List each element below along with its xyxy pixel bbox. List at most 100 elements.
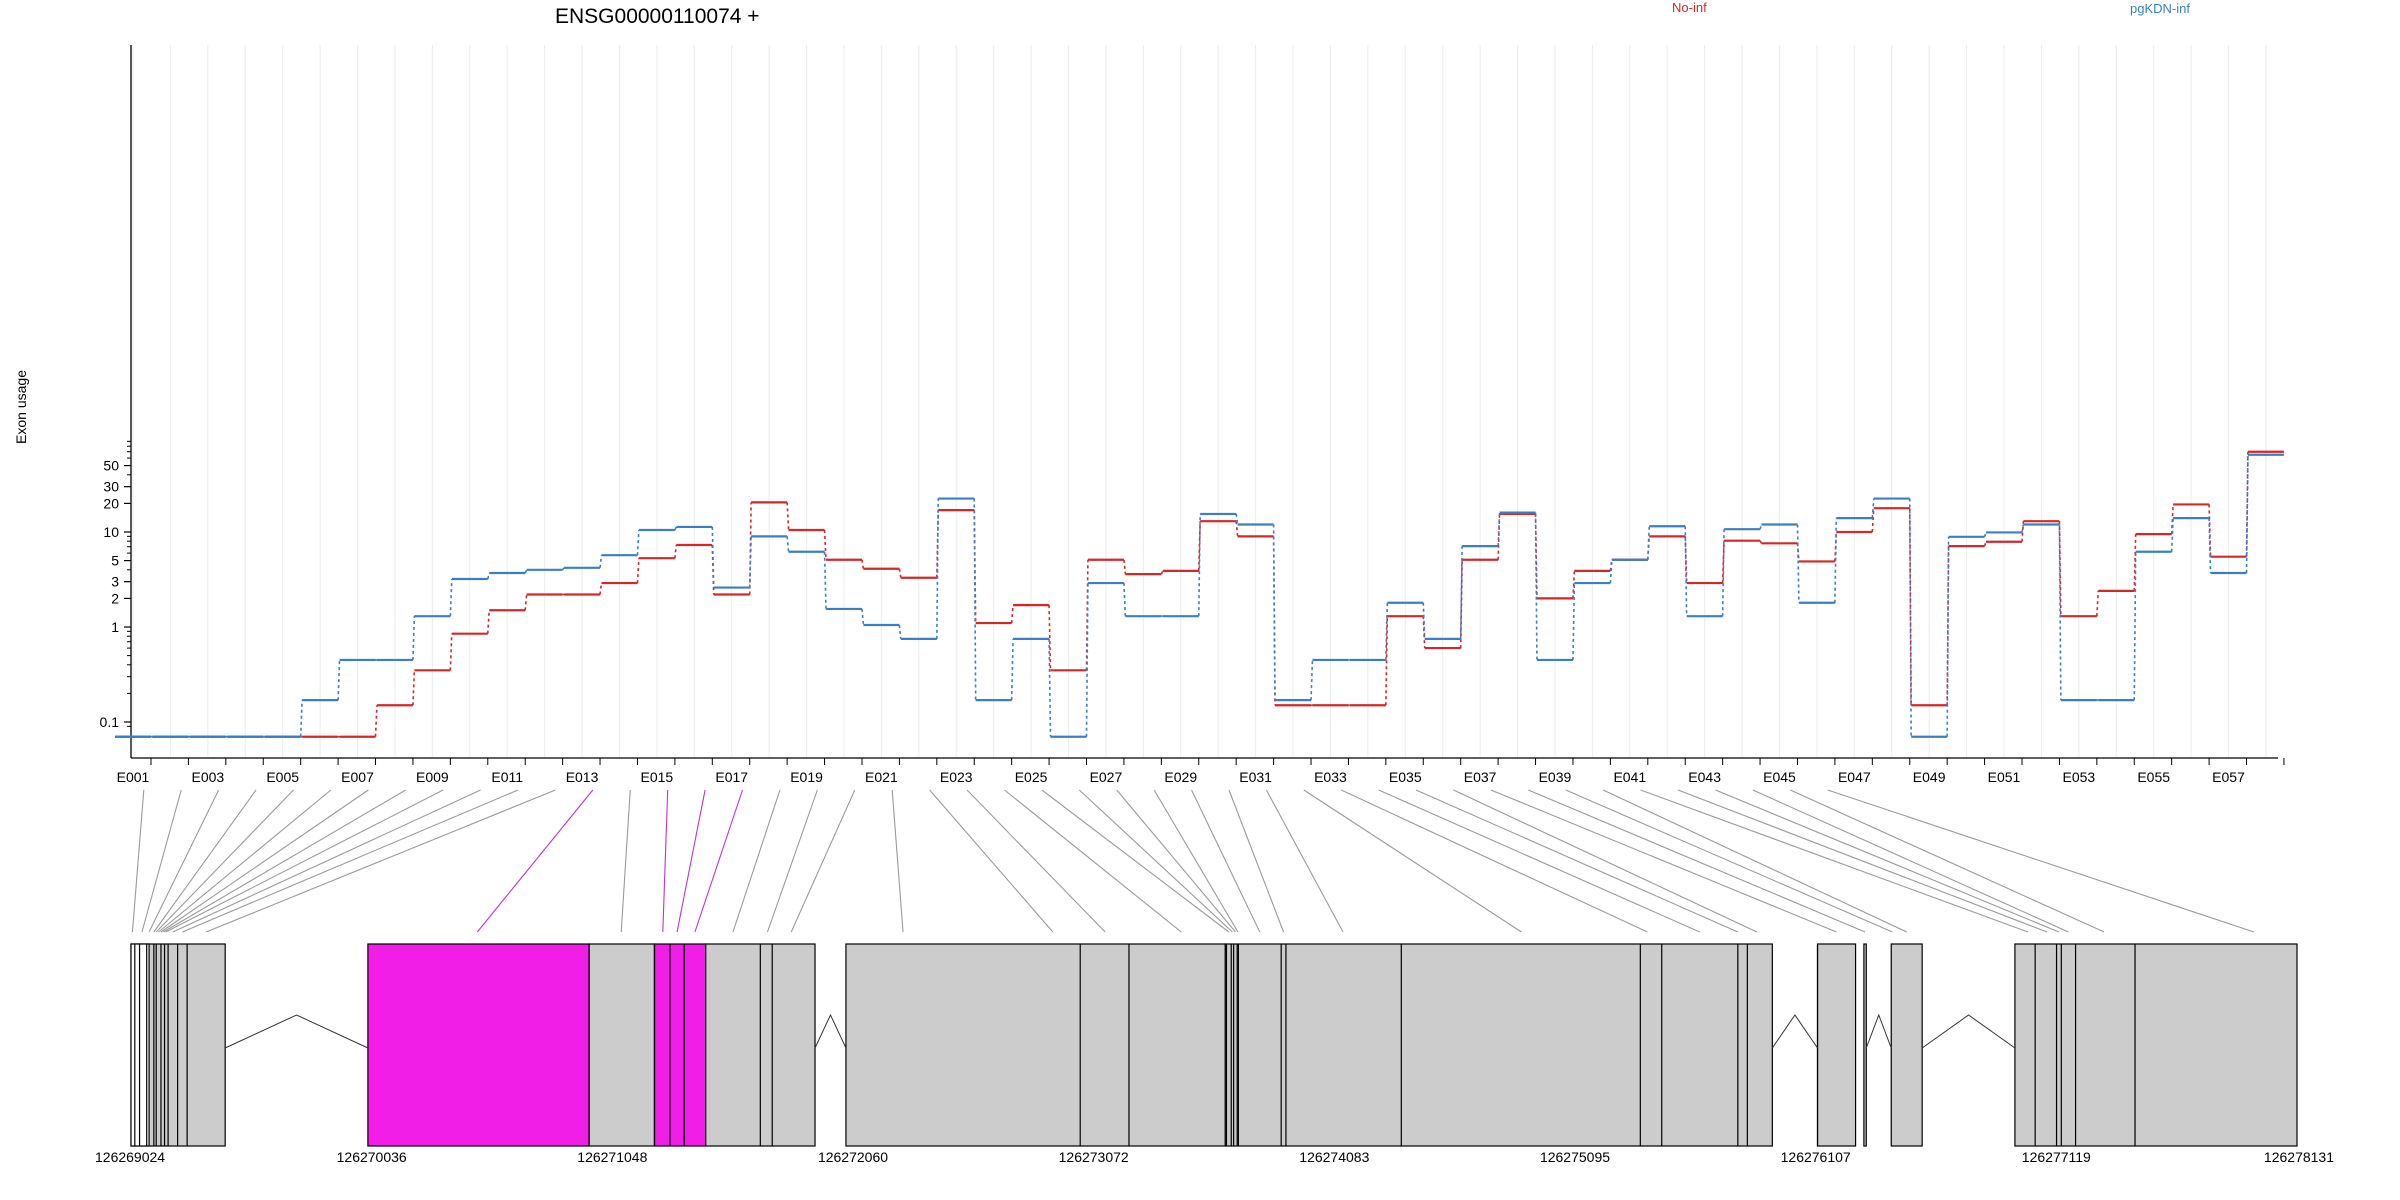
genomic-coordinate-label: 126271048: [577, 1149, 647, 1165]
exon-link: [155, 789, 294, 933]
y-tick-label: 30: [103, 479, 119, 495]
x-tick-label: E035: [1389, 769, 1422, 785]
step-connector: [1908, 498, 1912, 737]
step-connector: [936, 498, 940, 639]
x-tick-label: E045: [1763, 769, 1796, 785]
step-connector: [599, 582, 603, 595]
x-tick-label: E015: [641, 769, 674, 785]
exon-link: [1528, 789, 1866, 933]
x-tick-label: E021: [865, 769, 898, 785]
exon-link: [1453, 789, 1758, 933]
step-connector: [1759, 540, 1763, 544]
exon-link: [1490, 789, 1837, 933]
series-pgkdn-inf: [115, 453, 2284, 738]
genomic-coordinate-label: 126278131: [2264, 1149, 2334, 1165]
step-connector: [636, 529, 640, 556]
exon-link: [1640, 789, 2029, 933]
exon-block: [845, 943, 1226, 1147]
step-connector: [599, 555, 603, 568]
gene-model: 126269024 126270036 126271048 126272060 1262…: [95, 943, 2334, 1165]
x-tick-label: E029: [1164, 769, 1197, 785]
genomic-coordinate-label: 126274083: [1299, 1149, 1369, 1165]
step-connector: [861, 608, 865, 626]
x-tick-label: E003: [191, 769, 224, 785]
x-tick-label: E047: [1838, 769, 1871, 785]
exon-link: [891, 789, 904, 933]
genomic-coordinate-label: 126276107: [1781, 1149, 1851, 1165]
step-connector: [2170, 518, 2174, 552]
step-connector: [861, 559, 865, 569]
exon-link: [182, 789, 519, 933]
exon-block-highlighted: [653, 943, 707, 1147]
step-connector: [561, 567, 565, 571]
exon-link: [131, 789, 145, 933]
step-connector: [1871, 498, 1875, 519]
intron-line: [224, 1014, 369, 1049]
legend-item-pgkdn-inf: pgKDN-inf: [2130, 1, 2190, 16]
exon-link: [172, 789, 481, 933]
step-connector: [2058, 521, 2062, 617]
step-connector: [1983, 532, 1987, 538]
exon-link: [1153, 789, 1239, 933]
genomic-coordinate-label: 126273072: [1059, 1149, 1129, 1165]
y-tick-label: 20: [103, 495, 119, 511]
step-connector: [1048, 605, 1052, 671]
step-connector: [1010, 638, 1014, 701]
x-tick-label: E041: [1613, 769, 1646, 785]
exon-link: [790, 789, 856, 933]
exon-link: [148, 789, 220, 933]
step-connector: [674, 526, 678, 531]
genomic-coordinate-label: 126270036: [337, 1149, 407, 1165]
y-tick-label: 10: [103, 524, 119, 540]
x-tick-label: E017: [715, 769, 748, 785]
step-connector: [1197, 521, 1201, 571]
step-connector: [1721, 529, 1725, 617]
intron-line: [1921, 1014, 2016, 1049]
step-connector: [711, 526, 715, 588]
step-connector: [299, 700, 303, 737]
y-tick-label: 3: [111, 574, 119, 590]
exon-block: [2014, 943, 2298, 1147]
step-connector: [748, 536, 752, 588]
exon-link: [1228, 789, 1285, 933]
series-no-inf: [115, 450, 2284, 738]
step-connector: [412, 670, 416, 706]
exon-link: [1602, 789, 1907, 933]
y-tick-label: 50: [103, 458, 119, 474]
exon-link: [1752, 789, 2069, 933]
step-connector: [1796, 524, 1800, 603]
exon-link: [158, 789, 332, 933]
x-tick-label: E033: [1314, 769, 1347, 785]
chart-title: ENSG00000110074 +: [555, 5, 760, 28]
step-connector: [1834, 518, 1838, 603]
series-layer: [115, 450, 2284, 738]
step-connector: [973, 498, 977, 701]
exon-link: [160, 789, 369, 933]
step-connector: [1759, 524, 1763, 530]
x-tick-label: E053: [2062, 769, 2095, 785]
genomic-coordinate-label: 126272060: [818, 1149, 888, 1165]
step-connector: [2208, 518, 2212, 574]
step-connector: [2021, 524, 2025, 533]
x-tick-label: E013: [566, 769, 599, 785]
x-tick-label: E049: [1913, 769, 1946, 785]
exon-link: [1341, 789, 1648, 933]
step-connector: [374, 705, 378, 737]
intron-line: [814, 1013, 847, 1049]
step-connector: [524, 569, 528, 574]
x-tick-label: E025: [1015, 769, 1048, 785]
x-tick-label: E057: [2212, 769, 2245, 785]
x-tick-label: E007: [341, 769, 374, 785]
x-tick-label: E051: [1988, 769, 2021, 785]
exon-link: [1565, 789, 1893, 933]
exon-link: [141, 789, 182, 933]
x-tick-label: E037: [1464, 769, 1497, 785]
exon-link: [1715, 789, 2060, 933]
step-connector: [1085, 583, 1089, 737]
exon-link-highlighted: [662, 789, 669, 933]
step-connector: [1235, 513, 1239, 525]
x-tick-label: E001: [117, 769, 150, 785]
step-connector: [1123, 583, 1127, 617]
y-tick-label: 5: [111, 553, 119, 569]
exon-link: [1677, 789, 2048, 933]
